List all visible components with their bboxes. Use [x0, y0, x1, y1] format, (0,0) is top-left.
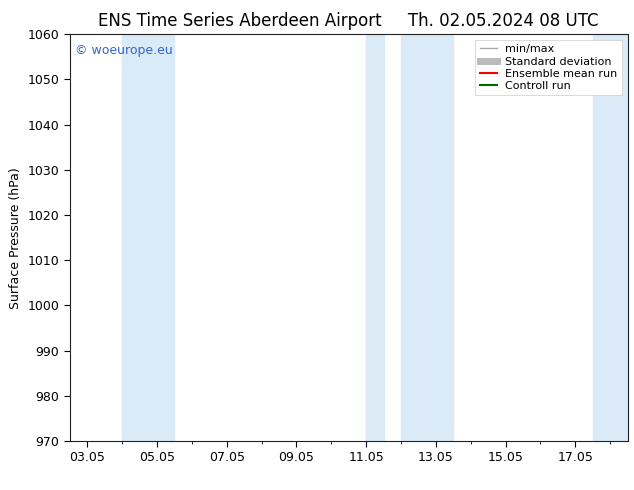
Bar [366, 34, 384, 441]
Text: © woeurope.eu: © woeurope.eu [75, 45, 173, 57]
Bar [122, 34, 174, 441]
Y-axis label: Surface Pressure (hPa): Surface Pressure (hPa) [9, 167, 22, 309]
Legend: min/max, Standard deviation, Ensemble mean run, Controll run: min/max, Standard deviation, Ensemble me… [476, 40, 622, 96]
Title: ENS Time Series Aberdeen Airport     Th. 02.05.2024 08 UTC: ENS Time Series Aberdeen Airport Th. 02.… [98, 12, 599, 30]
Bar [401, 34, 453, 441]
Bar [593, 34, 628, 441]
